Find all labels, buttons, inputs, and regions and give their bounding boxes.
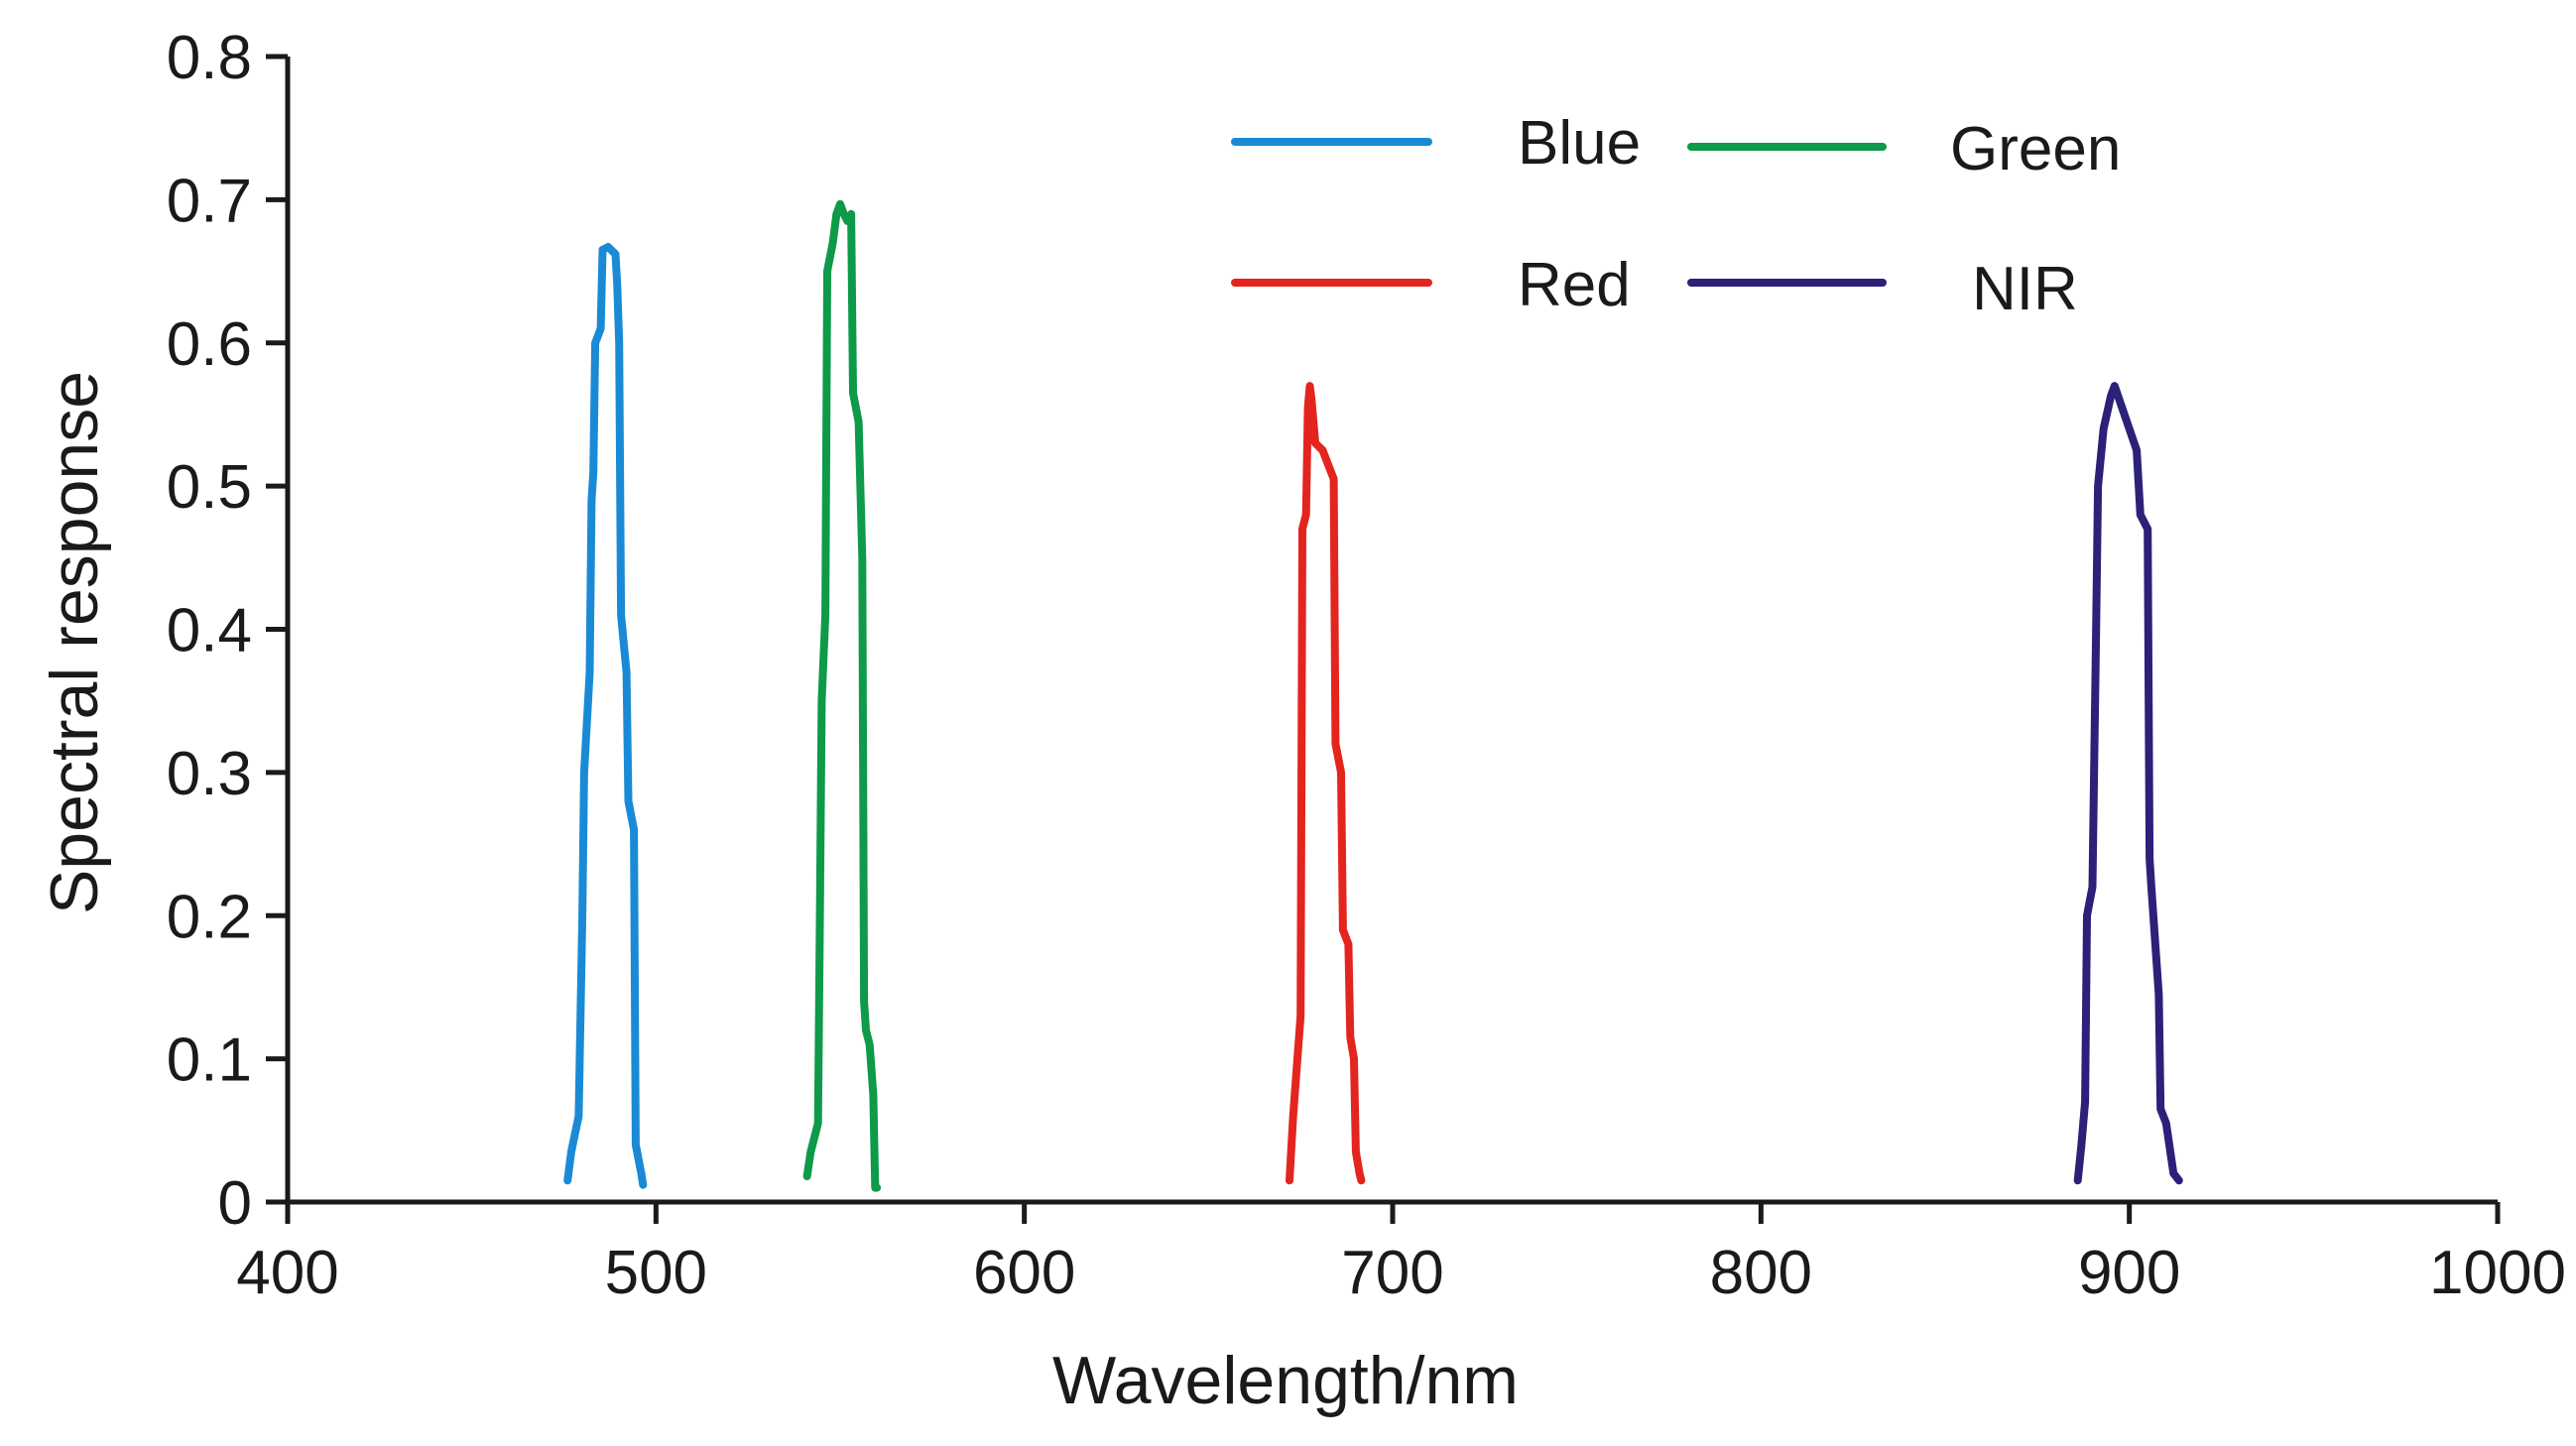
series-line-red — [1286, 382, 1366, 1185]
legend-label-nir: NIR — [1972, 255, 2078, 323]
y-axis-title: Spectral response — [37, 371, 112, 914]
y-tick-label: 0.3 — [167, 740, 252, 808]
x-tick-label: 900 — [2078, 1239, 2180, 1307]
data-series — [563, 199, 2183, 1192]
x-tick-label: 700 — [1341, 1239, 1443, 1307]
x-tick-label: 600 — [973, 1239, 1075, 1307]
x-axis-title: Wavelength/nm — [1052, 1343, 1519, 1418]
y-tick-label: 0.4 — [167, 597, 252, 665]
x-axis-ticks: 400 500 600 700 800 900 1000 — [236, 1202, 2566, 1307]
legend-item-nir: NIR — [1687, 255, 2078, 323]
legend: Blue Green Red NIR — [1231, 109, 2121, 323]
legend-label-green: Green — [1950, 115, 2121, 183]
y-tick-label: 0 — [218, 1169, 252, 1238]
series-line-green — [802, 199, 882, 1192]
y-tick-label: 0.2 — [167, 883, 252, 951]
x-tick-label: 800 — [1710, 1239, 1812, 1307]
y-tick-label: 0.1 — [167, 1026, 252, 1095]
legend-label-blue: Blue — [1518, 109, 1641, 178]
y-tick-label: 0.5 — [167, 453, 252, 522]
y-tick-label: 0.6 — [167, 310, 252, 379]
x-tick-label: 400 — [236, 1239, 338, 1307]
y-tick-label: 0.8 — [167, 24, 252, 92]
x-tick-label: 1000 — [2429, 1239, 2566, 1307]
legend-item-blue: Blue — [1231, 109, 1641, 178]
legend-item-green: Green — [1687, 115, 2121, 183]
series-line-nir — [2073, 382, 2183, 1185]
y-tick-label: 0.7 — [167, 167, 252, 235]
y-axis-ticks: 0 0.1 0.2 0.3 0.4 0.5 0.6 0.7 0.8 — [167, 24, 288, 1238]
legend-label-red: Red — [1518, 251, 1631, 319]
x-tick-label: 500 — [605, 1239, 707, 1307]
legend-item-red: Red — [1231, 251, 1631, 319]
series-line-blue — [563, 243, 648, 1189]
